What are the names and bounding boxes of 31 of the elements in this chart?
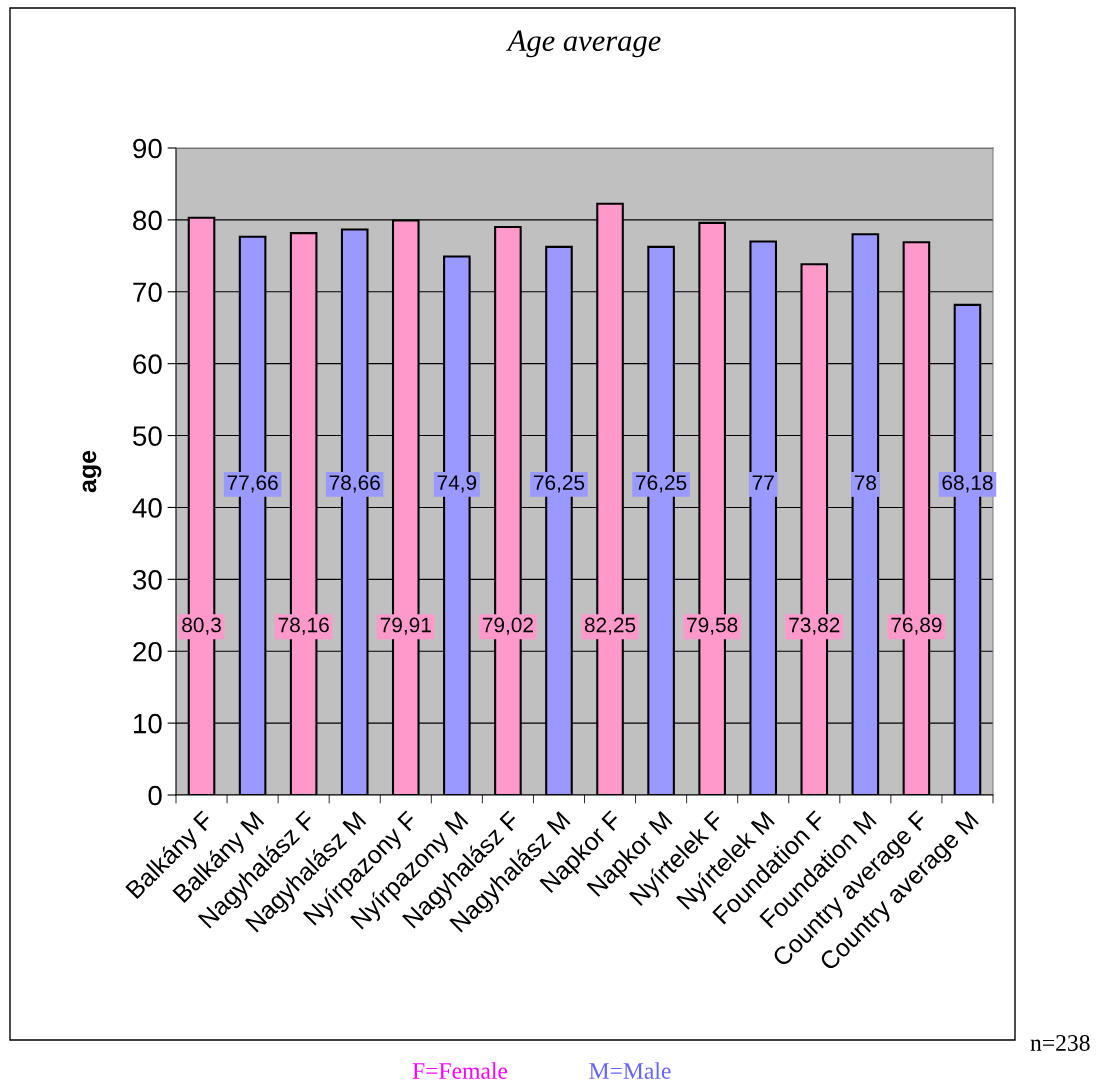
data-label: 82,25: [584, 617, 636, 635]
data-label: 73,82: [789, 617, 840, 635]
data-label: 78,66: [329, 475, 380, 493]
y-tick-label: 60: [133, 354, 162, 375]
y-tick-label: 40: [132, 498, 162, 518]
y-axis-title: age: [82, 450, 102, 493]
y-tick-label: 20: [133, 641, 162, 662]
y-tick-label: 90: [133, 138, 162, 159]
text: M=Male: [589, 1062, 671, 1079]
data-label: 68,18: [942, 475, 993, 493]
data-label: 76,25: [636, 475, 687, 493]
data-label: 77: [752, 475, 774, 490]
y-tick-label: 50: [133, 426, 162, 446]
y-tick-label: 30: [132, 570, 162, 590]
data-label: 78,16: [278, 617, 329, 635]
data-label: 80,3: [182, 617, 221, 635]
data-label: 78: [854, 475, 877, 491]
data-label: 74,9: [437, 475, 477, 493]
y-tick-label: 70: [133, 282, 162, 303]
text: n=238: [1030, 1034, 1090, 1051]
text: F=Female: [412, 1062, 508, 1079]
data-label: 79,58: [687, 617, 738, 635]
data-label: 79,91: [380, 617, 431, 635]
data-label: 79,02: [482, 617, 533, 635]
y-tick-label: 0: [148, 785, 162, 806]
data-label: 76,25: [533, 475, 585, 493]
data-label: 77,66: [227, 475, 278, 493]
y-tick-label: 80: [133, 210, 162, 231]
chart-title: Age average: [506, 30, 661, 58]
y-tick-label: 10: [134, 713, 162, 734]
data-label: 76,89: [891, 617, 942, 635]
